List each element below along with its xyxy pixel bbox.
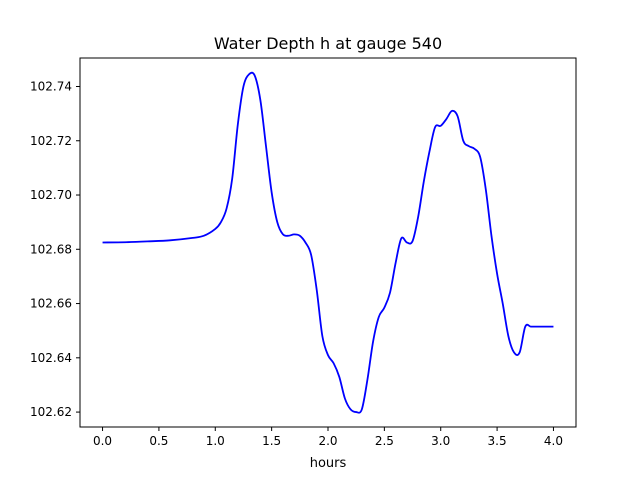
- x-tick-label: 3.5: [488, 434, 507, 448]
- y-tick-label: 102.64: [30, 351, 72, 365]
- x-tick-label: 2.0: [318, 434, 337, 448]
- x-axis-label: hours: [310, 456, 347, 471]
- axes-frame: [79, 57, 577, 428]
- series-line: [102, 71, 554, 414]
- x-tick-label: 0.0: [93, 434, 112, 448]
- plot-area: [102, 71, 554, 414]
- chart-title: Water Depth h at gauge 540: [214, 34, 442, 53]
- y-tick-label: 102.62: [30, 405, 72, 419]
- y-tick-label: 102.66: [30, 297, 72, 311]
- x-axis-ticks: 0.0 0.5 1.0 1.5 2.0 2.5 3.0 3.5 4.0: [93, 427, 563, 448]
- x-tick-label: 3.0: [431, 434, 450, 448]
- y-axis-ticks: 102.62 102.64 102.66 102.68 102.70 102.72 102.…: [30, 79, 80, 419]
- x-tick-label: 0.5: [149, 434, 168, 448]
- x-tick-label: 4.0: [544, 434, 563, 448]
- x-tick-label: 1.0: [206, 434, 225, 448]
- y-tick-label: 102.74: [30, 79, 72, 93]
- x-tick-label: 1.5: [262, 434, 281, 448]
- x-tick-label: 2.5: [375, 434, 394, 448]
- y-tick-label: 102.68: [30, 242, 72, 256]
- y-tick-label: 102.70: [30, 188, 72, 202]
- y-tick-label: 102.72: [30, 134, 72, 148]
